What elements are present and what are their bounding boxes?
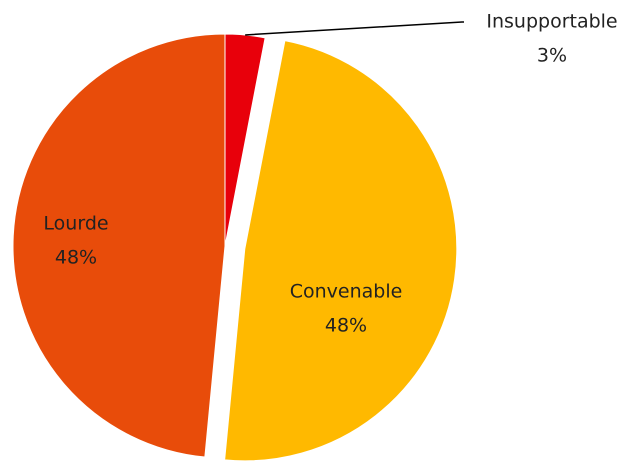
pie-slice: [224, 40, 458, 462]
slice-value-label: 3%: [537, 45, 567, 67]
leader-line: [245, 21, 464, 36]
slice-label: Convenable: [290, 281, 403, 303]
slice-value-label: 48%: [55, 247, 97, 269]
pie-slice: [12, 33, 226, 458]
slice-value-label: 48%: [325, 315, 367, 337]
slice-label: Lourde: [43, 213, 108, 235]
slice-label: Insupportable: [486, 11, 617, 33]
